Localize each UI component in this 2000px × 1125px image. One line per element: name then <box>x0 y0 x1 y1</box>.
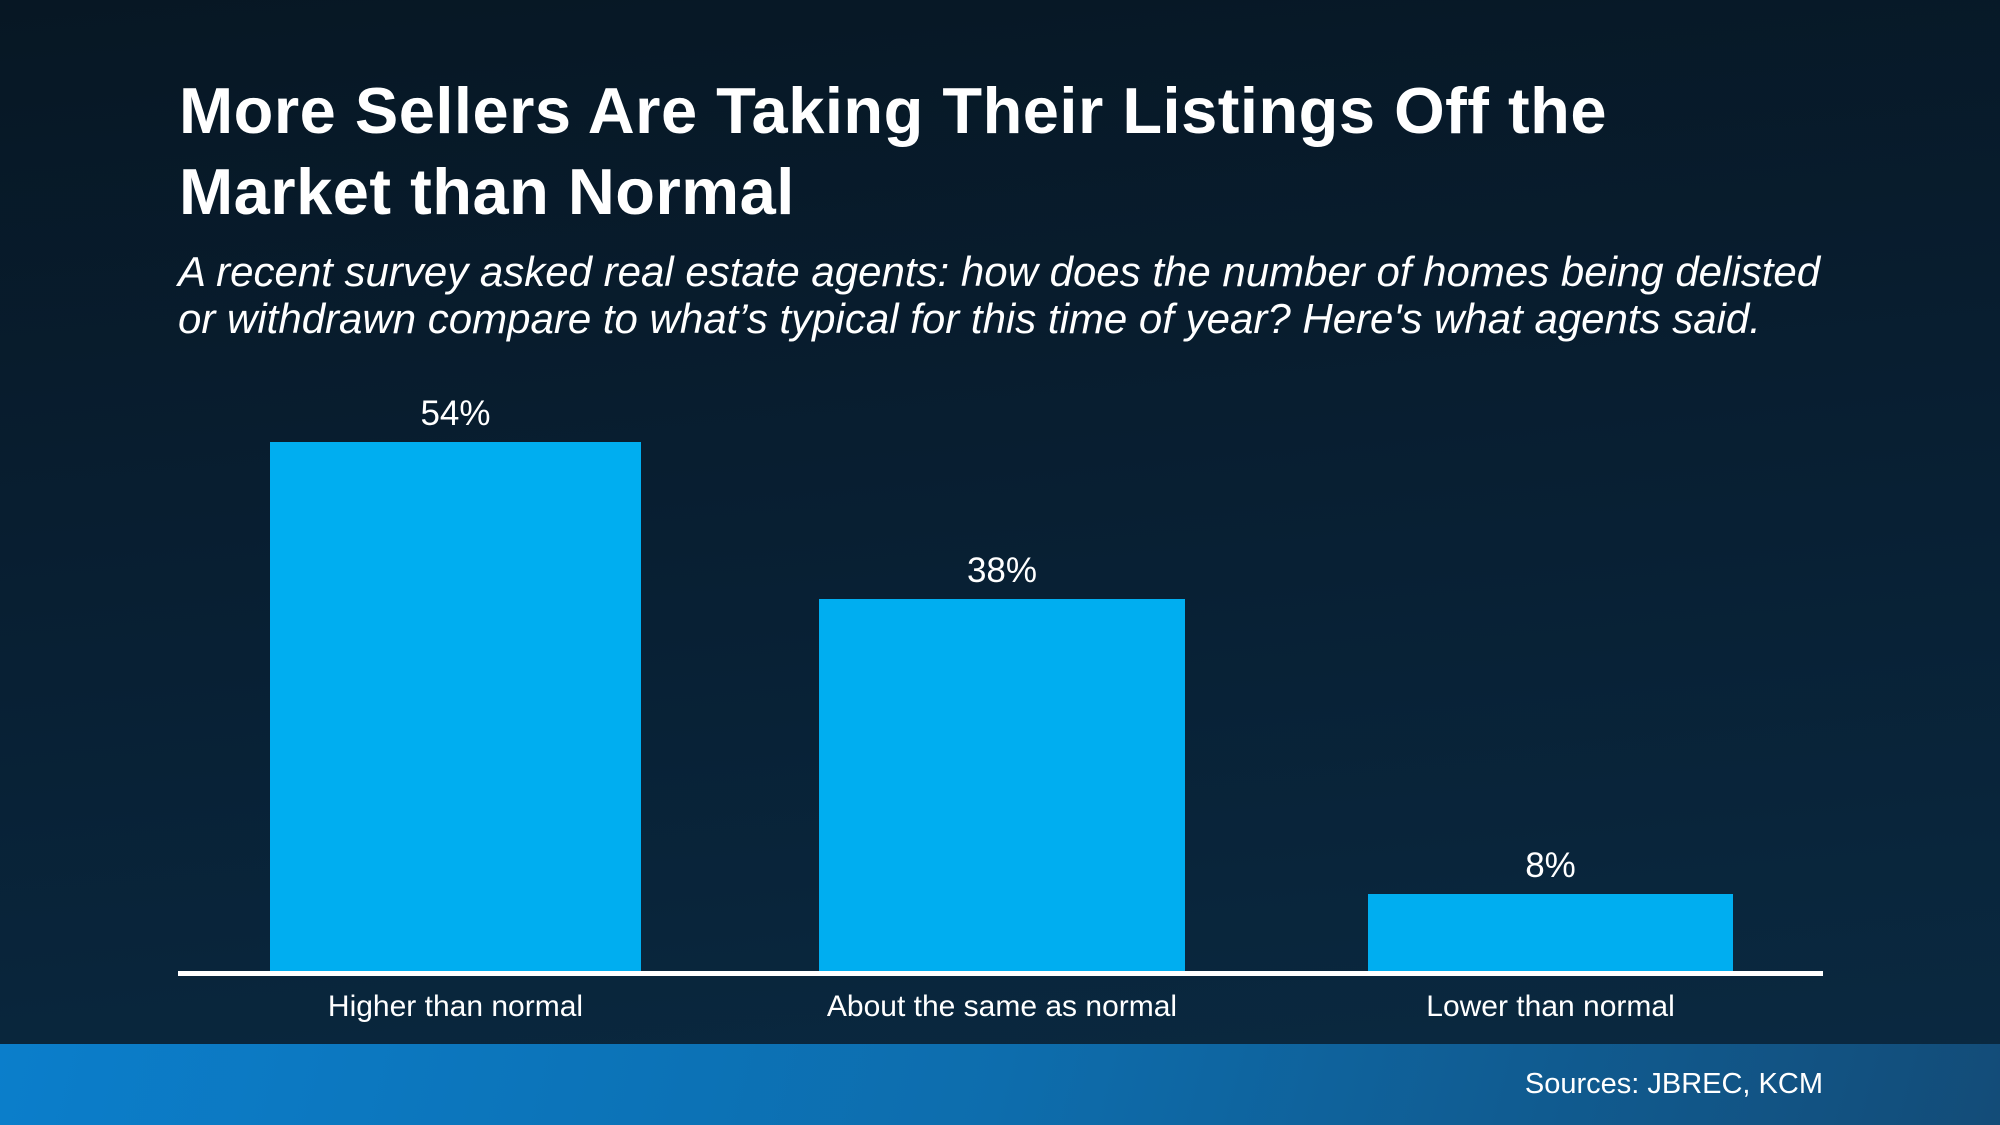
bar-higher-than-normal <box>270 442 641 973</box>
value-label: 38% <box>966 551 1038 590</box>
sources-text: Sources: JBREC, KCM <box>1524 1068 1823 1100</box>
bar-group-same: 38% <box>819 551 1185 973</box>
x-axis-line <box>178 971 1823 976</box>
x-axis-label-lower: Lower than normal <box>1426 990 1675 1023</box>
page-title: More Sellers Are Taking Their Listings O… <box>179 74 1607 228</box>
footer-bar: Sources: JBREC, KCM <box>0 1044 2000 1125</box>
value-label: 54% <box>420 394 491 433</box>
x-axis-label-higher: Higher than normal <box>327 990 584 1023</box>
chart-subtitle: A recent survey asked real estate agents… <box>178 248 1821 342</box>
value-label: 8% <box>1525 846 1576 885</box>
bar-group-higher: 54% <box>270 394 641 973</box>
x-axis-label-same: About the same as normal <box>826 990 1178 1023</box>
bar-about-same-as-normal <box>819 599 1185 973</box>
bar-group-lower: 8% <box>1368 846 1733 973</box>
bar-lower-than-normal <box>1368 894 1733 973</box>
